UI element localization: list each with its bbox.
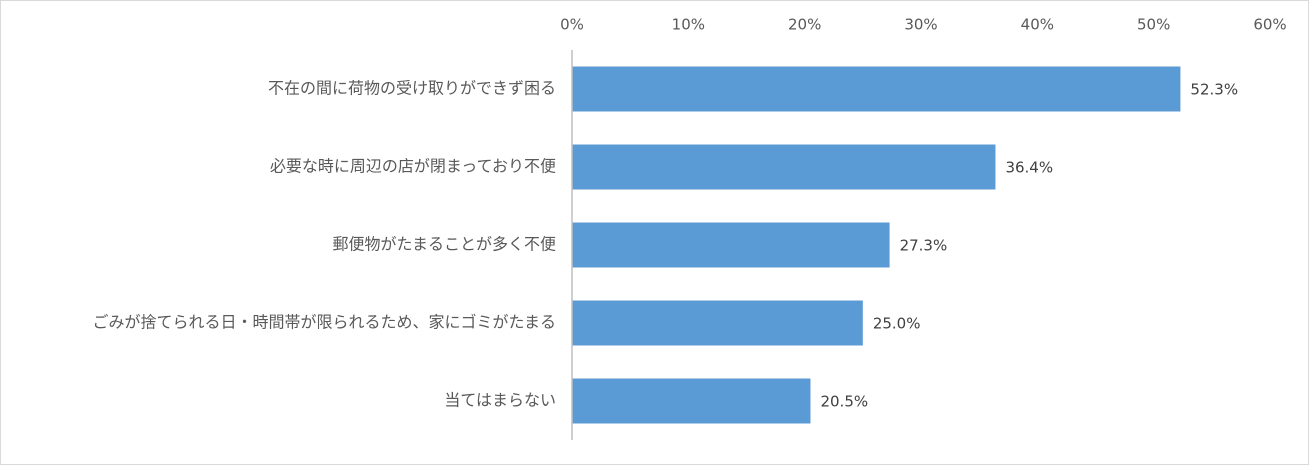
x-tick-label: 20% — [788, 16, 821, 34]
value-label: 25.0% — [873, 315, 921, 333]
y-tick-label: 必要な時に周辺の店が閉まっており不便 — [270, 157, 556, 176]
bar — [572, 300, 863, 346]
y-tick-label: ごみが捨てられる日・時間帯が限られるため、家にゴミがたまる — [92, 313, 556, 332]
value-label: 27.3% — [900, 237, 948, 255]
value-label: 52.3% — [1190, 81, 1238, 99]
y-tick-label: 不在の間に荷物の受け取りができず困る — [268, 79, 556, 98]
y-tick-label: 郵便物がたまることが多く不便 — [332, 235, 556, 254]
x-tick-label: 0% — [560, 16, 584, 34]
bar — [572, 66, 1181, 112]
value-label: 36.4% — [1005, 159, 1053, 177]
x-tick-label: 50% — [1137, 16, 1170, 34]
bar — [572, 222, 890, 268]
y-tick-label: 当てはまらない — [444, 391, 556, 410]
value-label: 20.5% — [820, 393, 868, 411]
bar — [572, 144, 996, 190]
x-tick-label: 60% — [1253, 16, 1286, 34]
x-tick-label: 40% — [1021, 16, 1054, 34]
bar — [572, 378, 811, 424]
x-tick-label: 30% — [904, 16, 937, 34]
x-tick-label: 10% — [672, 16, 705, 34]
